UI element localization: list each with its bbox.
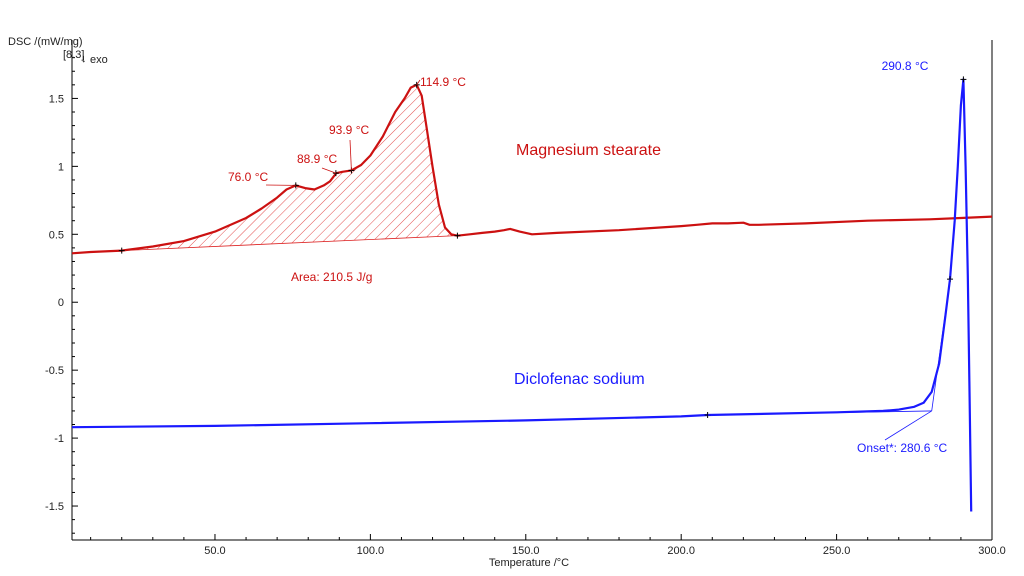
leader-peak-93 bbox=[349, 139, 352, 171]
y-tick-label: -1 bbox=[54, 433, 64, 445]
annotation-peak-290: 290.8 °C bbox=[882, 59, 929, 73]
x-tick-label: 50.0 bbox=[204, 545, 225, 557]
annotation-onset: Onset*: 280.6 °C bbox=[857, 441, 948, 455]
annotation-peak-93: 93.9 °C bbox=[329, 123, 369, 137]
y-tick-label: 1.5 bbox=[49, 93, 64, 105]
leader-peak-114 bbox=[416, 79, 421, 86]
integration-baseline bbox=[121, 235, 458, 251]
annotation-peak-114: 114.9 °C bbox=[420, 75, 466, 89]
onset-tangent bbox=[707, 410, 932, 416]
x-axis-title: Temperature /°C bbox=[489, 557, 569, 569]
y-axis-title: DSC /(mW/mg) bbox=[8, 36, 83, 48]
series-label-diclofenac-sodium: Diclofenac sodium bbox=[514, 371, 645, 388]
series-label-magnesium-stearate: Magnesium stearate bbox=[516, 142, 661, 159]
series-line-diclofenac-sodium bbox=[72, 78, 973, 512]
onset-tangent bbox=[931, 279, 951, 411]
peak-area-hatch bbox=[121, 84, 458, 251]
x-tick-label: 250.0 bbox=[823, 545, 851, 557]
x-tick-label: 300.0 bbox=[978, 545, 1006, 557]
peak-area-hatch-fill bbox=[121, 84, 458, 251]
exo-label: exo bbox=[90, 54, 108, 66]
plot-frame bbox=[71, 40, 993, 541]
y-tick-label: 0 bbox=[58, 297, 64, 309]
series-lines bbox=[72, 78, 992, 512]
x-tick-label: 200.0 bbox=[667, 545, 695, 557]
x-tick-label: 100.0 bbox=[357, 545, 385, 557]
x-tick-label: 150.0 bbox=[512, 545, 540, 557]
y-tick-label: 1 bbox=[58, 161, 64, 173]
annotation-peak-88: 88.9 °C bbox=[297, 152, 337, 166]
markers bbox=[118, 76, 967, 418]
y-tick-label: -0.5 bbox=[45, 365, 64, 377]
annotation-peak-76: 76.0 °C bbox=[228, 170, 268, 184]
leader-onset bbox=[884, 410, 932, 441]
y-tick-label: 0.5 bbox=[49, 229, 64, 241]
exo-arrow-icon: ↓ bbox=[81, 53, 87, 65]
axis-ticks: 50.0 100.0 150.0 200.0 250.0 300.0 1.5 1 0.5 0 -0.… bbox=[45, 57, 1006, 557]
leader-peak-88 bbox=[321, 167, 337, 174]
annotation-leaders bbox=[265, 79, 951, 441]
series-line-magnesium-stearate bbox=[72, 83, 992, 255]
y-axis-scale-label: [8.3] bbox=[63, 49, 84, 61]
y-tick-label: -1.5 bbox=[45, 501, 64, 513]
annotation-area: Area: 210.5 J/g bbox=[291, 270, 372, 284]
